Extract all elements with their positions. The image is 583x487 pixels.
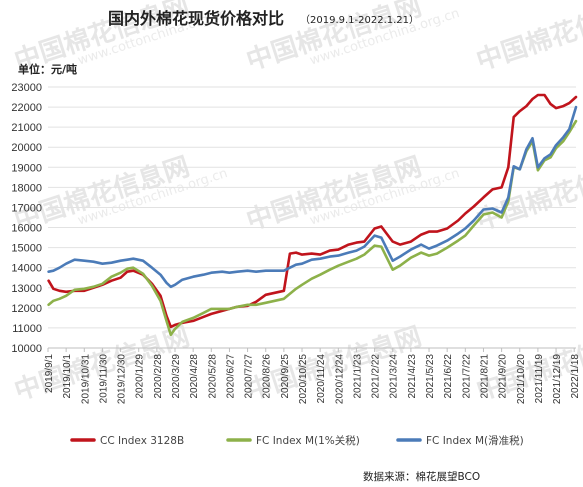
series-line-1 [47,93,578,329]
y-tick-label: 16000 [11,223,42,235]
grid-lines [48,86,576,349]
y-axis-unit-label: 单位：元/吨 [18,62,77,76]
x-tick-label: 2021/10/20 [516,354,527,404]
x-tick-label: 2020/1/29 [135,354,146,399]
x-axis-ticks: 2019/9/1 2019/10/1 2019/10/31 2019/11/30 201… [44,348,581,404]
legend-label: CC Index 3128B [100,435,184,447]
series-lines [47,93,578,337]
series-line-2 [47,119,578,337]
x-tick-label: 2020/10/25 [298,354,309,404]
y-tick-label: 19000 [11,162,42,174]
x-tick-label: 2021/1/23 [352,354,363,399]
x-tick-label: 2020/4/28 [189,354,200,399]
chart-title: 国内外棉花现货价格对比 [108,9,284,28]
y-tick-label: 13000 [11,283,42,295]
y-tick-label: 23000 [11,82,42,94]
x-tick-label: 2021/5/23 [425,354,436,399]
y-tick-label: 21000 [11,122,42,134]
x-tick-label: 2020/5/28 [207,354,218,399]
y-tick-label: 18000 [11,182,42,194]
x-tick-label: 2019/11/30 [98,354,109,404]
x-tick-label: 2019/10/31 [80,354,91,404]
x-tick-label: 2021/8/21 [479,354,490,399]
y-tick-label: 12000 [11,303,42,315]
y-axis-ticks: 10000 11000 12000 13000 14000 15000 16000 17000… [11,82,42,355]
y-tick-label: 22000 [11,102,42,114]
x-tick-label: 2020/6/27 [225,354,236,399]
y-tick-label: 14000 [11,263,42,275]
y-tick-label: 11000 [12,323,42,335]
x-tick-label: 2021/9/20 [498,354,509,399]
x-tick-label: 2020/9/25 [280,354,291,399]
x-tick-label: 2021/6/22 [443,354,454,399]
data-source: 数据来源：棉花展望BCO [363,470,480,483]
legend-label: FC Index M(1%关税) [256,434,360,447]
x-tick-label: 2021/2/22 [371,354,382,399]
x-tick-label: 2020/12/24 [334,354,345,404]
y-tick-label: 20000 [11,142,42,154]
x-tick-label: 2020/8/26 [262,354,273,399]
chart-subtitle: （2019.9.1-2022.1.21） [300,14,419,26]
x-tick-label: 2020/11/24 [316,354,327,404]
x-tick-label: 2019/9/1 [44,354,55,393]
x-tick-label: 2021/7/22 [461,354,472,399]
legend: CC Index 3128B FC Index M(1%关税) FC Index M… [70,434,524,447]
x-tick-label: 2020/3/29 [171,354,182,399]
series-line-3 [47,105,578,289]
y-tick-label: 17000 [11,202,42,214]
x-tick-label: 2020/2/28 [153,354,164,399]
x-tick-label: 2021/11/19 [534,354,545,404]
x-tick-label: 2020/7/27 [244,354,255,399]
x-tick-label: 2019/10/1 [62,354,73,399]
y-tick-label: 10000 [11,343,42,355]
legend-label: FC Index M(滑准税) [426,434,524,447]
x-tick-label: 2021/3/24 [389,354,400,399]
y-tick-label: 15000 [11,243,42,255]
x-tick-label: 2021/4/23 [407,354,418,399]
x-tick-label: 2022/1/18 [570,354,581,399]
x-tick-label: 2021/12/19 [552,354,563,404]
x-tick-label: 2019/12/30 [117,354,128,404]
